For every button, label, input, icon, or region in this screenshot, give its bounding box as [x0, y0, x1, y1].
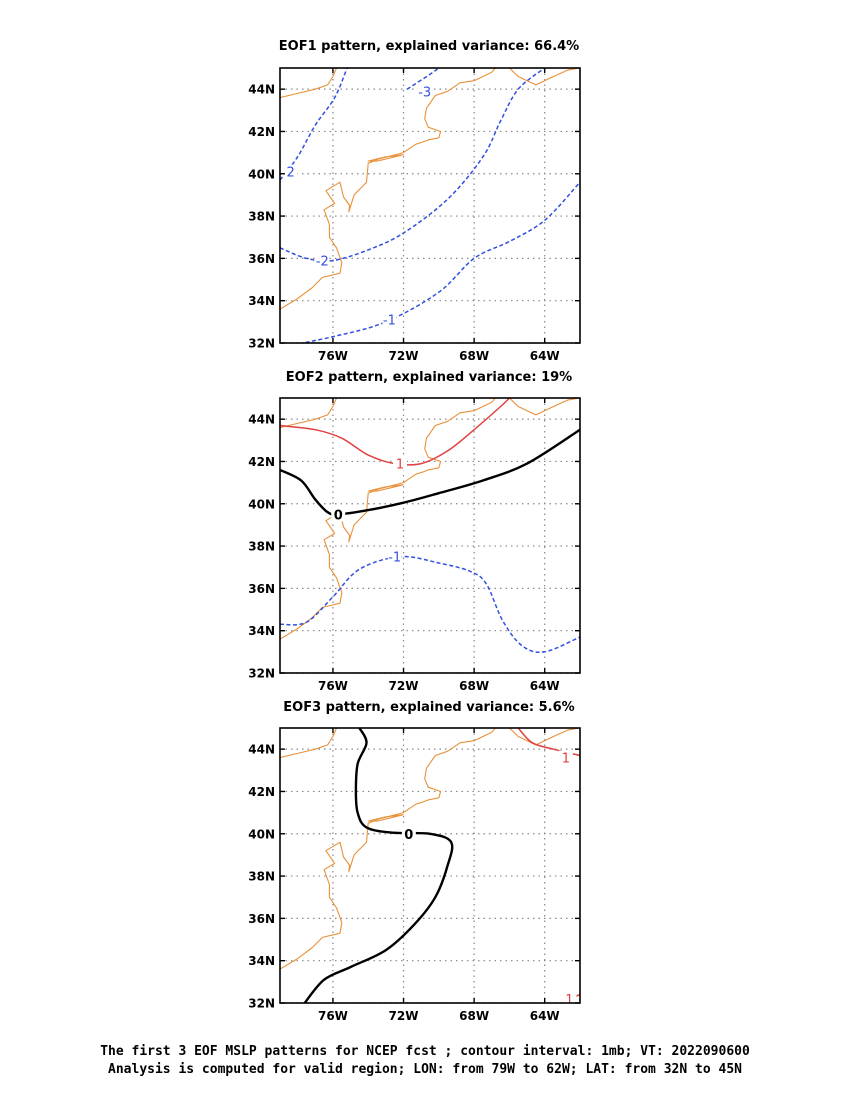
contour-label-bg	[382, 312, 397, 327]
coastline	[280, 728, 338, 759]
contour-label-bg	[562, 991, 577, 1003]
map-frame	[279, 67, 581, 344]
contour-line	[280, 68, 348, 181]
coastline	[280, 68, 338, 99]
y-tick-label: 34N	[248, 624, 275, 638]
contour-label: 1	[396, 458, 404, 473]
contour-label-bg	[331, 507, 346, 522]
contour-label: 0	[334, 508, 343, 523]
map-frame	[279, 727, 581, 1004]
coastline	[280, 398, 496, 640]
y-tick-label: 44N	[248, 743, 275, 757]
eof3-plot-area: 0 1 1 76W 72W 68W 64W 32N 34N 36N 38N 40N 42N 44N	[248, 727, 581, 1023]
eof1-panel: EOF1 pattern, explained variance: 66.4% …	[248, 39, 581, 363]
y-tick-label: 42N	[248, 455, 275, 469]
coastline	[367, 154, 404, 162]
coastline	[280, 728, 496, 970]
coastline	[367, 484, 404, 492]
contour-label-bg	[393, 456, 407, 471]
x-tick-label: 64W	[530, 1009, 560, 1023]
eof3-panel: EOF3 pattern, explained variance: 5.6% 0…	[248, 700, 581, 1023]
y-tick-label: 32N	[248, 667, 275, 681]
panel-title: EOF2 pattern, explained variance: 19%	[286, 370, 572, 385]
contour-line	[298, 181, 580, 343]
contour-label: -3	[418, 85, 431, 100]
x-tick-label: 72W	[389, 349, 419, 363]
coastline	[509, 68, 580, 86]
y-tick-label: 38N	[248, 540, 275, 554]
panel-title: EOF1 pattern, explained variance: 66.4%	[279, 39, 579, 54]
x-tick-label: 64W	[530, 349, 560, 363]
coastline	[367, 814, 404, 822]
contour-label: 0	[404, 828, 413, 843]
y-tick-label: 44N	[248, 83, 275, 97]
y-tick-label: 42N	[248, 785, 275, 799]
panel-title: EOF3 pattern, explained variance: 5.6%	[283, 700, 574, 715]
x-tick-label: 72W	[389, 679, 419, 693]
eof2-plot-area: 1 0 -1 76W 72W 68W 64W 32N 34N 36N 38N 40N 42N 44N	[248, 397, 581, 693]
x-tick-label: 68W	[459, 679, 489, 693]
coastline	[280, 398, 338, 429]
caption-line-1: The first 3 EOF MSLP patterns for NCEP f…	[100, 1044, 750, 1059]
contour-line	[406, 68, 440, 90]
eof1-plot-area: -1 -2 2 -3 76W 72W 68W 64W 32N 34N 36N 38N 40N 42N 44N	[248, 67, 581, 363]
y-tick-label: 34N	[248, 294, 275, 308]
contour-label: -2	[316, 255, 329, 270]
contour-label: 2	[286, 166, 294, 181]
x-tick-label: 64W	[530, 679, 560, 693]
contour-label: -1	[388, 551, 401, 566]
coastline	[509, 398, 580, 416]
caption-line-2: Analysis is computed for valid region; L…	[108, 1062, 742, 1077]
y-tick-label: 40N	[248, 167, 275, 181]
contour-label-bg	[315, 253, 330, 268]
y-tick-label: 42N	[248, 125, 275, 139]
coastline	[509, 728, 580, 746]
y-tick-label: 40N	[248, 497, 275, 511]
x-tick-label: 72W	[389, 1009, 419, 1023]
contour-label: 1	[565, 993, 573, 1008]
contour-label-bg	[401, 826, 416, 841]
y-tick-label: 34N	[248, 954, 275, 968]
map-content: -1 -2 2 -3	[280, 68, 580, 343]
x-tick-label: 76W	[318, 349, 348, 363]
x-tick-label: 76W	[318, 1009, 348, 1023]
contour-line	[280, 555, 580, 653]
contour-label-bg	[558, 750, 573, 765]
y-tick-label: 36N	[248, 582, 275, 596]
contour-line	[280, 398, 510, 466]
x-tick-label: 68W	[459, 349, 489, 363]
contour-label-bg	[387, 549, 402, 564]
map-content: 1 0 -1	[280, 398, 580, 653]
contour-label-bg	[417, 84, 432, 99]
y-tick-label: 36N	[248, 252, 275, 266]
y-tick-label: 38N	[248, 210, 275, 224]
contour-label-bg	[283, 164, 298, 179]
y-tick-label: 44N	[248, 413, 275, 427]
y-tick-label: 32N	[248, 337, 275, 351]
contour-line	[280, 68, 546, 262]
y-tick-label: 36N	[248, 912, 275, 926]
x-tick-label: 68W	[459, 1009, 489, 1023]
contour-label: -1	[383, 314, 396, 329]
eof2-panel: EOF2 pattern, explained variance: 19% 1 0…	[248, 370, 581, 693]
contour-label: 1	[562, 752, 570, 767]
x-tick-label: 76W	[318, 679, 348, 693]
y-tick-label: 38N	[248, 870, 275, 884]
coastline	[280, 68, 496, 310]
map-frame	[279, 397, 581, 674]
contour-line	[303, 728, 454, 1003]
contour-line	[280, 428, 580, 516]
map-content: 0 1 1	[280, 728, 580, 1008]
y-tick-label: 32N	[248, 997, 275, 1011]
y-tick-label: 40N	[248, 827, 275, 841]
